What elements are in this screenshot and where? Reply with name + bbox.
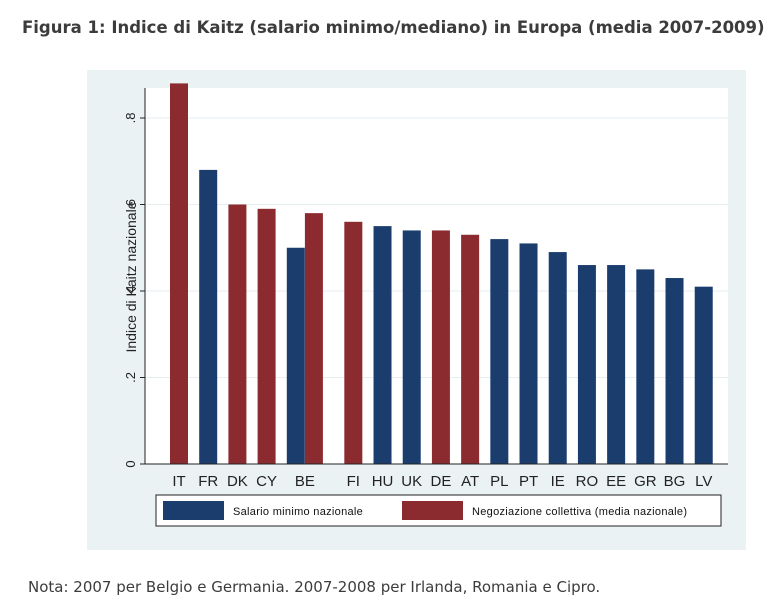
- x-tick-label-at: AT: [461, 473, 479, 490]
- bar-gr-salario: [636, 269, 655, 464]
- bar-ie-salario: [548, 252, 567, 464]
- bar-ee-salario: [607, 265, 626, 464]
- x-tick-label-pt: PT: [519, 473, 538, 490]
- chart-frame: 0 .2 .4 .6 .8 IT FR DK CY BE FI HU UK DE AT PL PT IE RO EE…: [87, 70, 746, 550]
- y-axis-title: Indice di Kaitz nazionale: [123, 201, 139, 352]
- x-tick-labels: IT FR DK CY BE FI HU UK DE AT PL PT IE RO EE GR BG LV: [172, 473, 712, 490]
- x-tick-label-hu: HU: [372, 473, 394, 490]
- x-tick-label-it: IT: [172, 473, 185, 490]
- legend-label-salario: Salario minimo nazionale: [233, 506, 363, 518]
- legend-swatch-salario: [163, 501, 224, 520]
- figure-title: Figura 1: Indice di Kaitz (salario minim…: [22, 18, 765, 37]
- bar-ro-salario: [577, 265, 596, 464]
- legend-swatch-negoziazione: [402, 501, 463, 520]
- bar-be-negoziazione: [304, 213, 323, 464]
- x-tick-label-ee: EE: [606, 473, 626, 490]
- bar-it-negoziazione: [170, 83, 188, 465]
- y-tick-label: .2: [123, 372, 138, 383]
- y-ticks: 0 .2 .4 .6 .8: [123, 113, 145, 468]
- x-tick-label-bg: BG: [664, 473, 686, 490]
- legend-label-negoziazione: Negoziazione collettiva (media nazionale…: [472, 506, 687, 518]
- figure-note: Nota: 2007 per Belgio e Germania. 2007-2…: [28, 578, 601, 596]
- y-tick-label: 0: [123, 460, 138, 467]
- x-tick-label-dk: DK: [227, 473, 248, 490]
- bar-de-negoziazione: [431, 230, 450, 464]
- x-tick-label-fr: FR: [198, 473, 218, 490]
- bar-dk-negoziazione: [228, 204, 247, 464]
- bar-fr-salario: [199, 169, 218, 464]
- bar-chart: 0 .2 .4 .6 .8 IT FR DK CY BE FI HU UK DE AT PL PT IE RO EE…: [87, 70, 746, 550]
- bar-pt-salario: [519, 243, 538, 464]
- bar-bg-salario: [665, 278, 684, 464]
- bar-hu-salario: [373, 226, 392, 464]
- bar-uk-salario: [402, 230, 421, 464]
- x-tick-label-ie: IE: [551, 473, 565, 490]
- x-tick-label-ro: RO: [576, 473, 599, 490]
- bar-pl-salario: [490, 239, 509, 464]
- x-tick-label-lv: LV: [695, 473, 712, 490]
- x-tick-label-pl: PL: [490, 473, 508, 490]
- x-tick-label-uk: UK: [401, 473, 422, 490]
- bar-at-negoziazione: [461, 234, 480, 464]
- x-tick-label-cy: CY: [256, 473, 277, 490]
- x-tick-label-gr: GR: [634, 473, 657, 490]
- x-tick-label-fi: FI: [347, 473, 360, 490]
- x-tick-label-de: DE: [431, 473, 452, 490]
- legend: Salario minimo nazionale Negoziazione co…: [155, 494, 722, 527]
- bars: [170, 83, 713, 465]
- y-tick-label: .8: [123, 113, 138, 124]
- bar-cy-negoziazione: [257, 208, 276, 464]
- x-tick-label-be: BE: [295, 473, 315, 490]
- bar-lv-salario: [694, 286, 713, 464]
- y-tick-label: .6: [123, 199, 138, 210]
- bar-fi-negoziazione: [344, 221, 363, 464]
- bar-be-salario: [286, 247, 305, 464]
- y-tick-label: .4: [123, 286, 138, 297]
